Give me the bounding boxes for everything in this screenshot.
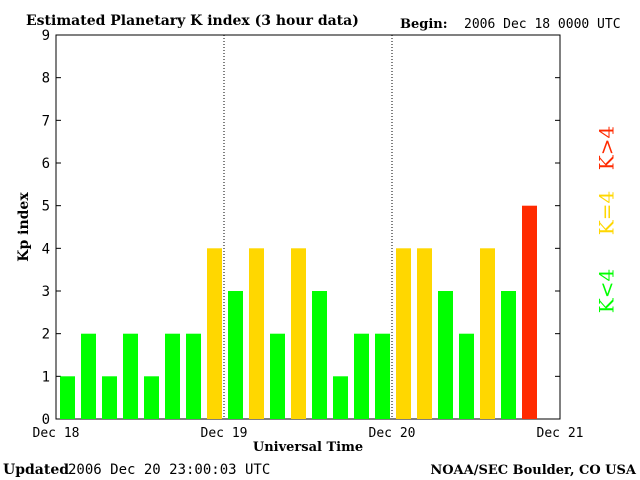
x-axis-label: Universal Time [253, 440, 363, 455]
kp-bar [291, 248, 306, 419]
kp-bar [522, 205, 537, 419]
kp-bar [312, 291, 327, 419]
plot-frame [55, 34, 561, 420]
kp-bar [480, 248, 495, 419]
kp-bar [81, 333, 96, 419]
x-axis: Dec 18 Dec 19 Dec 20 Dec 21 [33, 426, 584, 441]
y-tick-label: 6 [42, 156, 50, 172]
legend-entry: K<4 [595, 269, 619, 313]
begin-label: Begin: [400, 17, 448, 32]
kp-bar [186, 333, 201, 419]
updated-label-text: Updated [3, 462, 69, 478]
kp-bar [249, 248, 264, 419]
begin-value: 2006 Dec 18 0000 UTC [464, 17, 621, 32]
y-tick-label: 0 [42, 412, 50, 428]
kp-bar [459, 333, 474, 419]
y-tick-label: 3 [42, 284, 50, 300]
chart-title: Estimated Planetary K index (3 hour data… [26, 13, 359, 29]
day-dividers [223, 35, 393, 419]
y-tick-label: 7 [42, 113, 50, 129]
kp-bar [396, 248, 411, 419]
y-tick-label: 9 [42, 28, 50, 44]
updated-value: 2006 Dec 20 23:00:03 UTC [68, 462, 270, 478]
kp-bar [207, 248, 222, 419]
kp-bar [270, 333, 285, 419]
bars [60, 205, 537, 419]
kp-bar [438, 291, 453, 419]
legend-entry: K=4 [595, 191, 619, 235]
legend: K<4 K=4 K>4 [595, 126, 619, 313]
kp-bar [417, 248, 432, 419]
y-axis-label: Kp index [16, 192, 32, 262]
y-tick-label: 5 [42, 199, 50, 215]
x-tick-label: Dec 20 [369, 426, 416, 441]
kp-bar [375, 333, 390, 419]
kp-bar [501, 291, 516, 419]
y-tick-label: 1 [42, 369, 50, 385]
x-tick-label: Dec 21 [537, 426, 584, 441]
kp-bar [144, 376, 159, 419]
y-tick-label: 8 [42, 71, 50, 87]
y-tick-label: 2 [42, 327, 50, 343]
source-credit: NOAA/SEC Boulder, CO USA [430, 463, 637, 478]
x-tick-label: Dec 18 [33, 426, 80, 441]
x-tick-label: Dec 19 [201, 426, 248, 441]
kp-bar [165, 333, 180, 419]
y-axis: 0 1 2 3 4 5 6 7 8 9 [42, 28, 560, 428]
y-tick-label: 4 [42, 241, 50, 257]
kp-bar [123, 333, 138, 419]
kp-bar [60, 376, 75, 419]
kp-bar [333, 376, 348, 419]
kp-bar [354, 333, 369, 419]
updated-label: Updated [3, 462, 69, 478]
kp-bar [102, 376, 117, 419]
legend-entry: K>4 [595, 126, 619, 170]
kp-bar [228, 291, 243, 419]
